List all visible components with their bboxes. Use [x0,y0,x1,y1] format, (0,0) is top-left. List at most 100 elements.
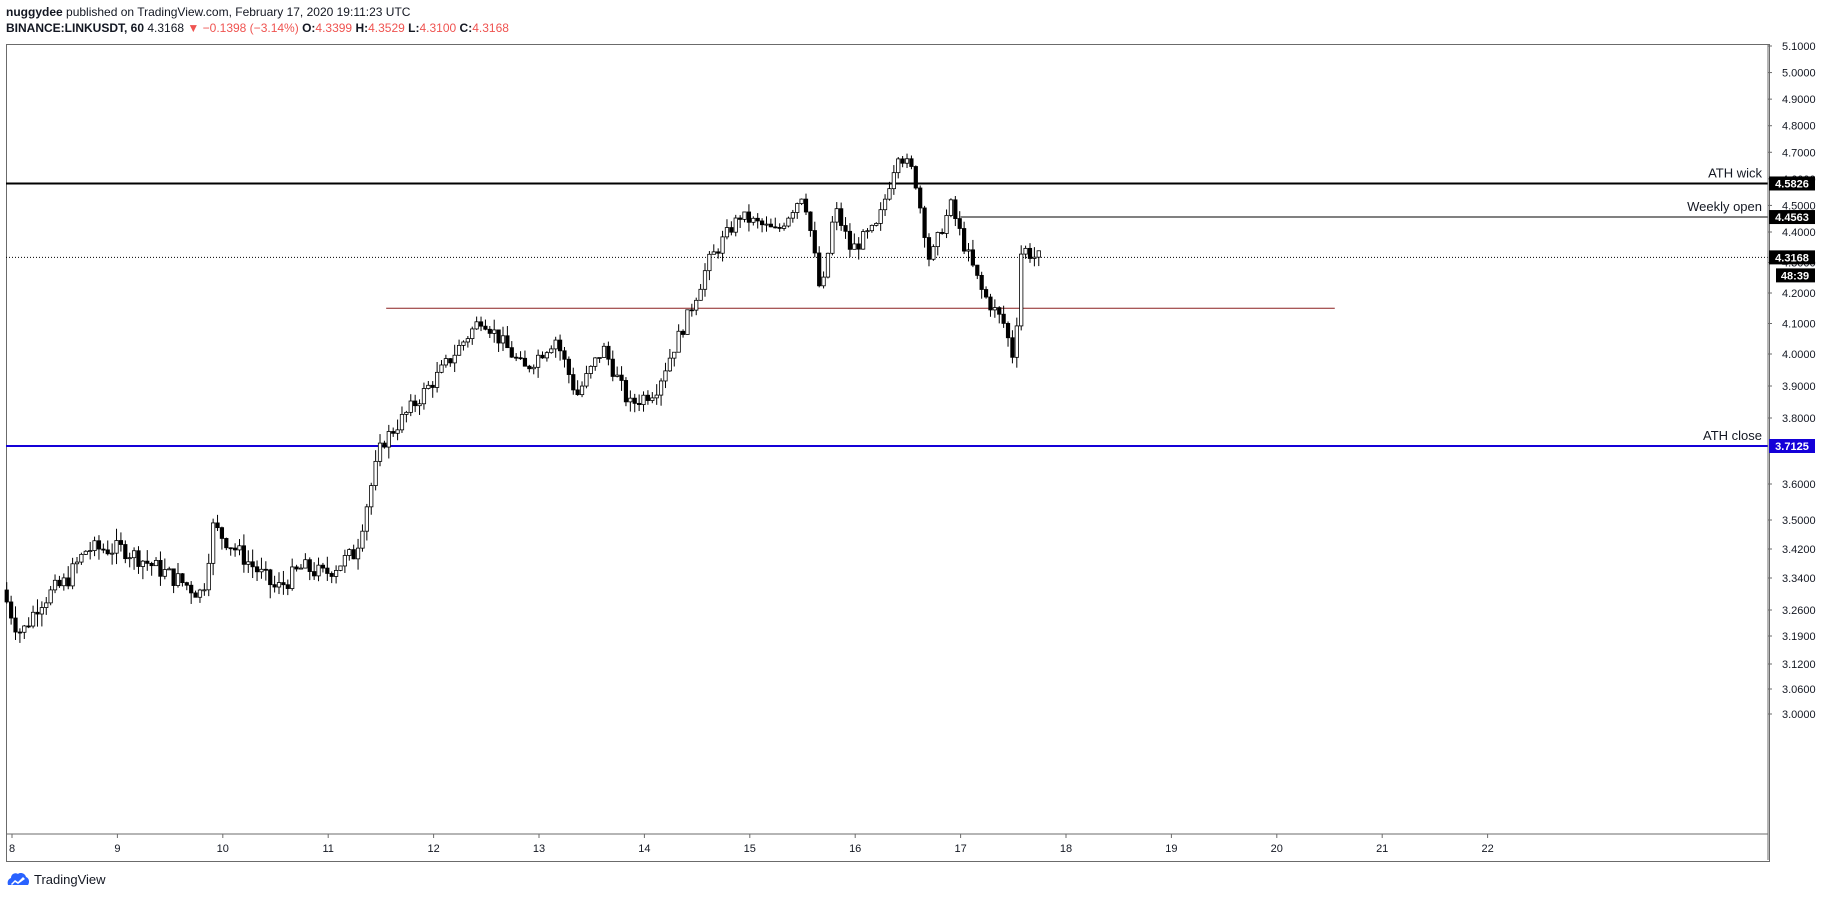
candle-body [755,217,760,222]
y-tick-label: 4.0000 [1782,349,1816,361]
candle-body [522,357,528,367]
candle-body [39,607,44,615]
candle-body [351,549,356,560]
candle-body [241,545,246,565]
candle-body [452,354,457,364]
x-tick-label: 20 [1271,843,1283,855]
candle-body [1005,323,1011,339]
countdown-text: 48:39 [1781,270,1809,282]
candle-body [259,568,264,573]
candle-body [483,325,488,330]
candle-body [408,400,413,413]
candle-body [975,264,980,276]
candle-body [118,540,124,545]
candle-body [588,365,593,374]
tradingview-logo-icon [7,873,30,885]
candle-body [74,561,80,565]
candle-body [514,356,519,359]
candle-body [667,357,672,372]
y-tick-label: 3.6000 [1782,479,1816,491]
candle-body [435,371,440,388]
candle-body [448,358,453,364]
candle-body [101,548,106,551]
candle-body [759,220,765,226]
candle-body [751,217,756,223]
candle-body [900,158,905,164]
y-tick-label: 5.0000 [1782,68,1816,80]
candle-body [909,158,914,167]
candle-body [237,545,242,551]
candle-body [852,243,857,250]
y-tick-label: 4.2000 [1782,288,1816,300]
candle-body [369,485,374,508]
candle-body [413,400,418,407]
candle-body [281,582,286,586]
y-tick-label: 3.0000 [1782,709,1816,721]
candle-body [500,335,506,344]
candle-body [847,230,853,250]
candle-body [44,602,49,608]
candle-body [878,209,883,224]
candle-body [795,203,800,213]
y-tick-label: 3.5000 [1782,515,1816,527]
candle-body [658,380,664,396]
candle-body [404,411,409,415]
candle-body [224,538,229,549]
x-tick-label: 14 [638,843,650,855]
candle-body [562,350,567,360]
candle-body [615,374,620,377]
footer-brand[interactable]: TradingView [6,870,106,888]
candle-body [189,584,194,594]
candle-body [303,559,308,569]
candle-body [1027,247,1033,259]
candle-body [716,251,721,254]
candle-body [997,307,1002,315]
candle-body [799,198,804,204]
low-value: 4.3100 [419,21,457,35]
price-label-text: 4.3168 [1775,252,1809,264]
x-tick-label: 16 [849,843,861,855]
candle-body [66,577,71,587]
y-tick-label: 4.1000 [1782,319,1816,331]
candle-body [61,577,66,587]
candle-body [553,339,558,350]
candle-body [676,330,681,353]
candle-body [364,506,369,532]
candle-body [729,227,734,233]
candle-body [887,188,892,200]
change-value: −0.1398 (−3.14%) [202,21,299,35]
close-label: C: [459,21,473,35]
candle-body [957,218,962,229]
candle-body [645,394,651,401]
candle-body [597,357,602,359]
candle-body [992,307,997,311]
x-tick-label: 10 [217,843,229,855]
y-tick-label: 3.2600 [1782,605,1816,617]
candle-body [940,232,945,234]
candle-body [127,557,132,560]
candle-body [790,212,795,219]
candle-body [637,402,642,406]
footer-brand-text: TradingView [34,871,106,887]
candle-body [509,347,514,358]
publisher-name[interactable]: nuggydee [6,5,63,19]
candle-body [382,442,387,448]
candle-body [641,394,646,406]
candle-body [399,414,405,431]
candle-body [606,345,611,360]
candle-body [738,217,743,220]
candle-body [307,559,312,572]
candle-body [52,579,58,591]
candle-body [17,631,23,634]
candle-body [96,540,102,550]
candle-body [320,564,326,569]
candle-body [913,166,918,189]
candle-body [781,225,787,229]
x-tick-label: 8 [9,843,15,855]
candle-body [22,625,27,633]
price-label-box [1769,439,1815,453]
candle-body [803,198,809,213]
candle-body [777,227,782,229]
candle-body [764,223,769,226]
